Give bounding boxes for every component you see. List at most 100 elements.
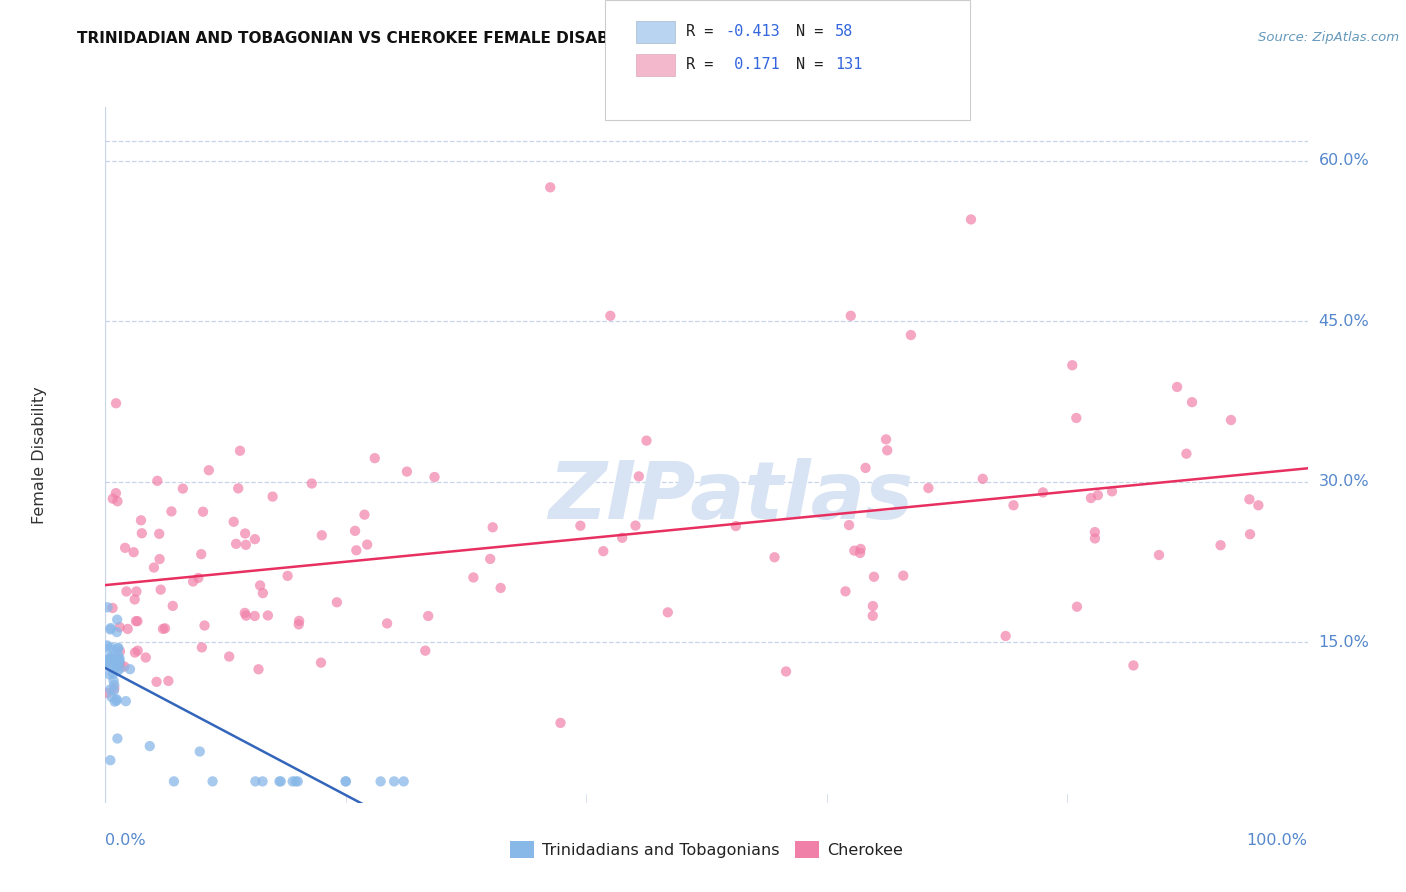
Point [612, 531, 634, 545]
Text: 15.0%: 15.0% [1319, 635, 1369, 649]
Point [96, 639, 118, 653]
Point [1084, 525, 1107, 540]
Point [117, 622, 139, 636]
Point [249, 578, 271, 592]
Point [839, 309, 862, 323]
Point [270, 774, 292, 789]
Point [481, 520, 503, 534]
Text: Source: ZipAtlas.com: Source: ZipAtlas.com [1258, 31, 1399, 45]
Point [423, 470, 446, 484]
Point [479, 552, 502, 566]
Point [100, 651, 122, 665]
Point [550, 715, 572, 730]
Point [103, 673, 125, 688]
Point [1002, 498, 1025, 512]
Point [838, 518, 860, 533]
Point [105, 659, 128, 673]
Point [108, 644, 131, 658]
Point [335, 774, 357, 789]
Point [181, 574, 204, 589]
Point [252, 586, 274, 600]
Point [917, 481, 939, 495]
Point [972, 472, 994, 486]
Text: TRINIDADIAN AND TOBAGONIAN VS CHEROKEE FEMALE DISABILITY CORRELATION CHART: TRINIDADIAN AND TOBAGONIAN VS CHEROKEE F… [77, 31, 839, 46]
Point [463, 570, 485, 584]
Point [103, 681, 125, 696]
Text: N =: N = [796, 57, 832, 71]
Text: 60.0%: 60.0% [1319, 153, 1369, 168]
Point [1066, 599, 1088, 614]
Point [191, 640, 214, 655]
Point [122, 545, 145, 559]
Point [1032, 485, 1054, 500]
Point [849, 541, 872, 556]
Point [1247, 498, 1270, 512]
Point [364, 451, 387, 466]
Point [875, 433, 897, 447]
Point [335, 774, 357, 789]
Point [862, 599, 884, 613]
Point [103, 683, 125, 698]
Point [98, 657, 121, 672]
Point [287, 774, 309, 789]
Point [198, 463, 221, 477]
Point [112, 659, 135, 673]
Point [98, 682, 121, 697]
Point [114, 694, 136, 708]
Point [636, 434, 658, 448]
Point [148, 526, 170, 541]
Point [1239, 527, 1261, 541]
Point [844, 543, 866, 558]
Point [1101, 484, 1123, 499]
Point [103, 649, 125, 664]
Point [375, 616, 398, 631]
Point [104, 695, 127, 709]
Point [187, 571, 209, 585]
Point [135, 650, 157, 665]
Point [247, 662, 270, 676]
Point [763, 550, 786, 565]
Point [1166, 380, 1188, 394]
Point [392, 774, 415, 789]
Point [142, 560, 165, 574]
Text: ZIPatlas: ZIPatlas [548, 458, 912, 536]
Point [288, 614, 311, 628]
Point [1181, 395, 1204, 409]
Point [101, 655, 124, 669]
Text: 0.0%: 0.0% [105, 833, 146, 848]
Point [96, 600, 118, 615]
Point [108, 661, 131, 675]
Point [101, 601, 124, 615]
Point [124, 646, 146, 660]
Point [222, 515, 245, 529]
Text: 100.0%: 100.0% [1247, 833, 1308, 848]
Point [114, 541, 136, 555]
Point [775, 665, 797, 679]
Point [370, 774, 392, 789]
Point [100, 621, 122, 635]
Point [344, 543, 367, 558]
Point [418, 609, 440, 624]
Point [489, 581, 512, 595]
Point [98, 753, 121, 767]
Point [100, 640, 122, 655]
Point [876, 443, 898, 458]
Point [326, 595, 349, 609]
Point [100, 690, 122, 704]
Point [98, 623, 121, 637]
Point [243, 532, 266, 546]
Point [153, 621, 176, 635]
Point [269, 774, 291, 789]
Point [162, 599, 184, 613]
Point [105, 625, 128, 640]
Point [1220, 413, 1243, 427]
Point [188, 744, 211, 758]
Point [97, 655, 120, 669]
Point [105, 693, 128, 707]
Point [104, 652, 127, 666]
Text: N =: N = [796, 24, 832, 38]
Point [233, 526, 256, 541]
Text: R =: R = [686, 57, 731, 71]
Point [104, 486, 127, 500]
Point [146, 474, 169, 488]
